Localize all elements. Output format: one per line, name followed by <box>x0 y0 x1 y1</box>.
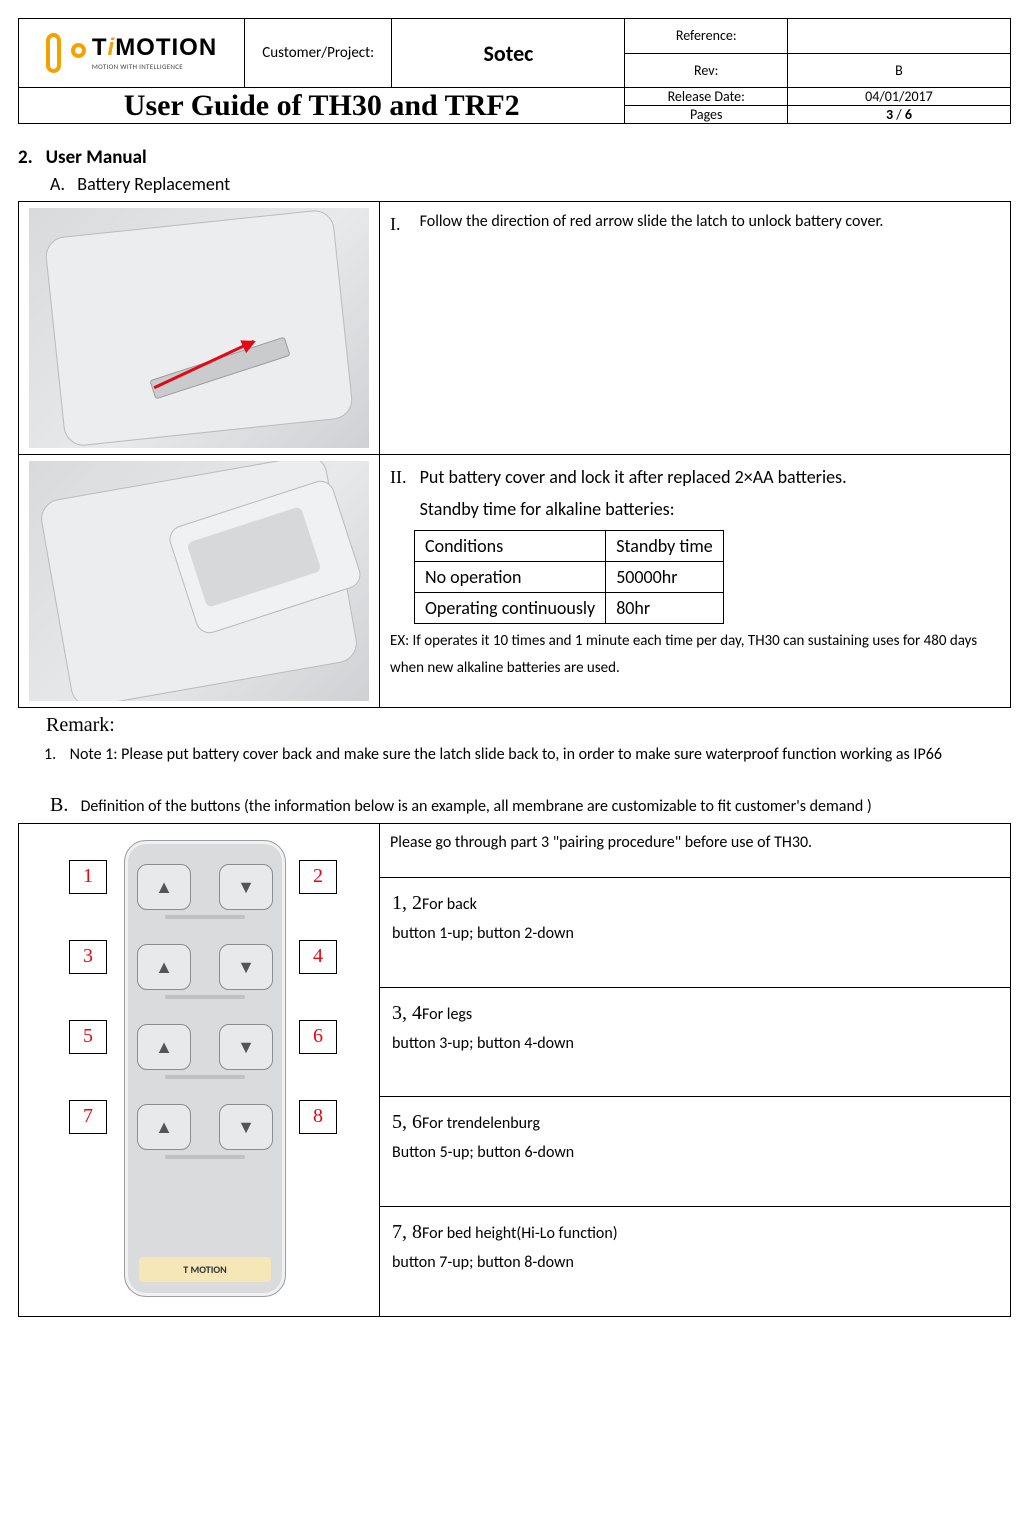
rev-label: Rev: <box>625 53 787 88</box>
subsection-b-heading: B. Definition of the buttons (the inform… <box>50 794 1011 817</box>
btn78-nums: 7, 8 <box>392 1221 422 1243</box>
remote-button-2: ▼ <box>219 864 273 910</box>
btn78-desc: button 7-up; button 8-down <box>392 1253 574 1272</box>
remote-diagram: ▲ ▼ ▲ ▼ ▲ ▼ ▲ ▼ <box>29 830 369 1310</box>
step2-number: II. <box>390 461 416 493</box>
pages-total: 6 <box>905 106 912 123</box>
reference-value <box>787 19 1010 54</box>
remote-body: ▲ ▼ ▲ ▼ ▲ ▼ ▲ ▼ <box>124 840 286 1297</box>
step1-text: Follow the direction of red arrow slide … <box>420 208 980 237</box>
section-2-heading: 2. User Manual <box>18 146 1011 169</box>
section-2-title: User Manual <box>46 146 147 169</box>
tag-2: 2 <box>299 860 337 894</box>
pages-label: Pages <box>625 106 787 124</box>
remote-button-5: ▲ <box>137 1024 191 1070</box>
rev-value: B <box>787 53 1010 88</box>
btn78-label: For bed height(Hi-Lo function) <box>422 1224 618 1243</box>
logo-brand-t: T <box>92 34 108 61</box>
step1-text-cell: I. Follow the direction of red arrow sli… <box>380 202 1011 455</box>
step1-number: I. <box>390 208 416 240</box>
logo-tagline: MOTION WITH INTELLIGENCE <box>92 63 183 70</box>
button-definition-table: ▲ ▼ ▲ ▼ ▲ ▼ ▲ ▼ <box>18 823 1011 1317</box>
remark-label: Remark: <box>46 714 1011 737</box>
tag-1: 1 <box>69 860 107 894</box>
release-date-value: 04/01/2017 <box>787 88 1010 106</box>
btn12-desc: button 1-up; button 2-down <box>392 924 574 943</box>
btn56-nums: 5, 6 <box>392 1111 422 1133</box>
logo-brand-motion: MOTION <box>115 34 217 61</box>
tag-6: 6 <box>299 1020 337 1054</box>
step2-text-cell: II. Put battery cover and lock it after … <box>380 455 1011 708</box>
logo-brand: TiMOTION <box>92 36 217 60</box>
battery-replacement-table: I. Follow the direction of red arrow sli… <box>18 201 1011 708</box>
remote-button-4: ▼ <box>219 944 273 990</box>
remote-button-1: ▲ <box>137 864 191 910</box>
remark-note-1: 1. Note 1: Please put battery cover back… <box>44 741 1011 770</box>
standby-intro: Standby time for alkaline batteries: <box>420 498 675 520</box>
tag-3: 3 <box>69 940 107 974</box>
tag-4: 4 <box>299 940 337 974</box>
btn34-nums: 3, 4 <box>392 1002 422 1024</box>
example-note: EX: If operates it 10 times and 1 minute… <box>390 628 1000 682</box>
customer-project-value: Sotec <box>392 19 625 88</box>
note1-text: Note 1: Please put battery cover back an… <box>70 741 980 770</box>
release-date-label: Release Date: <box>625 88 787 106</box>
remote-button-8: ▼ <box>219 1104 273 1150</box>
reference-label: Reference: <box>625 19 787 54</box>
pages-sep: / <box>893 106 905 123</box>
timotion-logo-icon <box>46 33 86 73</box>
standby-h2: Standby time <box>606 530 724 561</box>
standby-r2c1: Operating continuously <box>415 592 606 623</box>
standby-r1c2: 50000hr <box>606 561 724 592</box>
section-2-number: 2. <box>18 146 33 169</box>
step1-photo-cell <box>19 202 380 455</box>
standby-time-table: Conditions Standby time No operation 500… <box>414 530 724 624</box>
note1-num: 1. <box>44 741 66 770</box>
height-icon <box>165 1155 245 1159</box>
customer-project-label: Customer/Project: <box>245 19 392 88</box>
subsection-a-heading: A. Battery Replacement <box>50 173 1011 195</box>
legs-icon <box>165 995 245 999</box>
tag-7: 7 <box>69 1100 107 1134</box>
step2-text: Put battery cover and lock it after repl… <box>420 461 980 526</box>
trend-icon <box>165 1075 245 1079</box>
step1-photo <box>29 208 369 448</box>
btn56-desc: Button 5-up; button 6-down <box>392 1143 574 1162</box>
btn12-nums: 1, 2 <box>392 892 422 914</box>
subsection-a-title: Battery Replacement <box>77 173 230 195</box>
tag-8: 8 <box>299 1100 337 1134</box>
pages-value: 3 / 6 <box>787 106 1010 124</box>
document-title: User Guide of TH30 and TRF2 <box>19 88 625 124</box>
tag-5: 5 <box>69 1020 107 1054</box>
back-icon <box>165 915 245 919</box>
remote-diagram-cell: ▲ ▼ ▲ ▼ ▲ ▼ ▲ ▼ <box>19 823 380 1316</box>
standby-r2c2: 80hr <box>606 592 724 623</box>
remote-button-3: ▲ <box>137 944 191 990</box>
step2-main: Put battery cover and lock it after repl… <box>420 466 847 488</box>
btn34-label: For legs <box>422 1005 472 1024</box>
btn56-label: For trendelenburg <box>422 1114 540 1133</box>
standby-r1c1: No operation <box>415 561 606 592</box>
logo-cell: TiMOTION MOTION WITH INTELLIGENCE <box>19 19 245 88</box>
step2-photo-cell <box>19 455 380 708</box>
remote-button-6: ▼ <box>219 1024 273 1070</box>
pairing-intro: Please go through part 3 "pairing proced… <box>380 823 1011 877</box>
step2-photo <box>29 461 369 701</box>
subsection-b-text: Definition of the buttons (the informati… <box>81 797 872 816</box>
subsection-b-letter: B. <box>50 794 68 816</box>
document-header: TiMOTION MOTION WITH INTELLIGENCE Custom… <box>18 18 1011 124</box>
btn34-desc: button 3-up; button 4-down <box>392 1034 574 1053</box>
btn12-label: For back <box>422 895 477 914</box>
subsection-a-letter: A. <box>50 173 65 195</box>
standby-h1: Conditions <box>415 530 606 561</box>
remote-brand-label: T MOTION <box>139 1257 271 1282</box>
remote-button-7: ▲ <box>137 1104 191 1150</box>
